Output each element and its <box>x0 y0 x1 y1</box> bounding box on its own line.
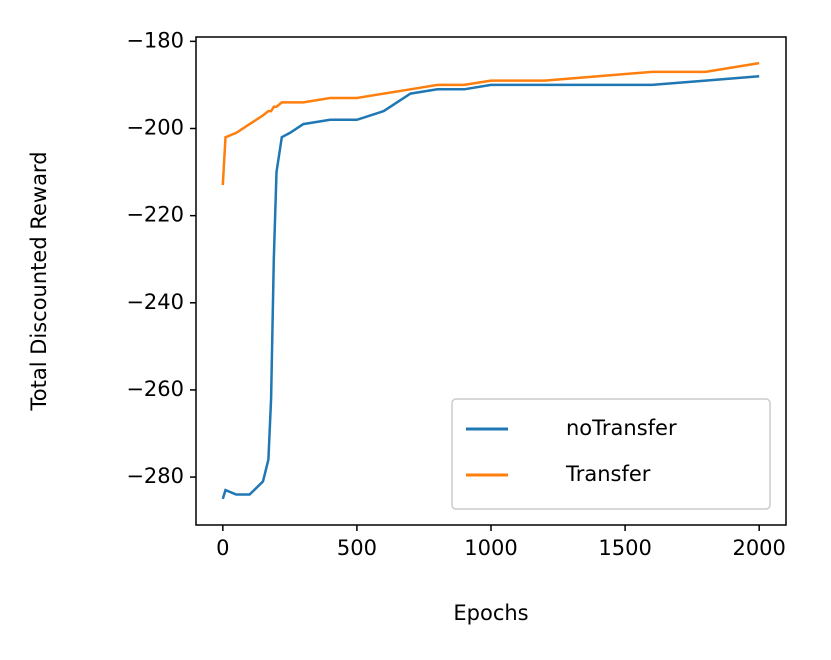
x-tick-label: 500 <box>337 536 377 560</box>
line-series <box>221 61 760 186</box>
plot-frame <box>195 36 787 526</box>
x-tick-label: 1000 <box>464 536 517 560</box>
legend-label: noTransfer <box>566 416 677 440</box>
x-tick-label: 0 <box>216 536 229 560</box>
x-tick-label: 2000 <box>732 536 785 560</box>
y-axis-label: Total Discounted Reward <box>27 151 51 411</box>
legend-box <box>451 398 771 510</box>
y-tick-label: −180 <box>126 28 184 52</box>
legend-label: Transfer <box>565 462 651 486</box>
y-tick-label: −280 <box>126 464 184 488</box>
line-series <box>221 74 760 500</box>
y-tick-label: −200 <box>126 116 184 140</box>
y-tick-label: −260 <box>126 377 184 401</box>
y-tick-label: −240 <box>126 290 184 314</box>
y-tick-label: −220 <box>126 203 184 227</box>
x-axis-label: Epochs <box>453 601 528 625</box>
x-tick-label: 1500 <box>598 536 651 560</box>
